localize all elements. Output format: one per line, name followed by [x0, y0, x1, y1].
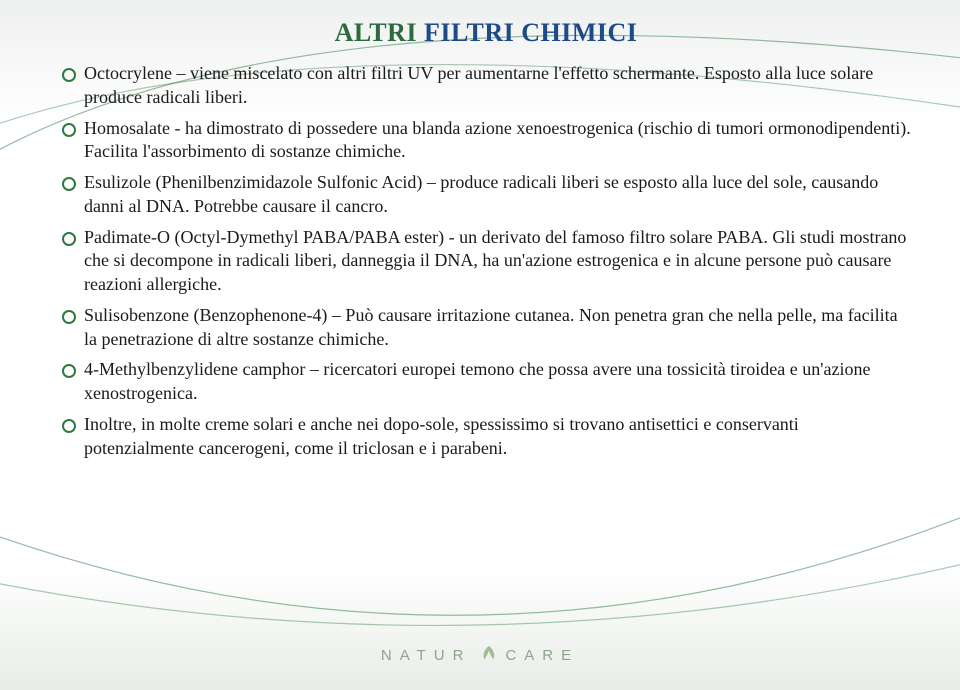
- list-item-text: 4-Methylbenzylidene camphor – ricercator…: [84, 359, 870, 403]
- list-item-text: Octocrylene – viene miscelato con altri …: [84, 63, 873, 107]
- list-item: Octocrylene – viene miscelato con altri …: [60, 62, 912, 110]
- list-item: Esulizole (Phenilbenzimidazole Sulfonic …: [60, 171, 912, 219]
- footer-logo: NATUR CARE: [381, 644, 579, 666]
- list-item: Sulisobenzone (Benzophenone-4) – Può cau…: [60, 304, 912, 352]
- footer-text-right: CARE: [505, 647, 579, 664]
- list-item: 4-Methylbenzylidene camphor – ricercator…: [60, 358, 912, 406]
- leaf-icon: [477, 644, 499, 666]
- title-word-altri: ALTRI: [335, 18, 417, 47]
- list-item: Padimate-O (Octyl-Dymethyl PABA/PABA est…: [60, 226, 912, 297]
- title-word-filtri-chimici: FILTRI CHIMICI: [424, 18, 637, 47]
- list-item: Inoltre, in molte creme solari e anche n…: [60, 413, 912, 461]
- slide-container: ALTRI FILTRI CHIMICI Octocrylene – viene…: [0, 0, 960, 690]
- list-item: Homosalate - ha dimostrato di possedere …: [60, 117, 912, 165]
- list-item-text: Esulizole (Phenilbenzimidazole Sulfonic …: [84, 172, 878, 216]
- list-item-text: Homosalate - ha dimostrato di possedere …: [84, 118, 911, 162]
- list-item-text: Padimate-O (Octyl-Dymethyl PABA/PABA est…: [84, 227, 906, 295]
- slide-title: ALTRI FILTRI CHIMICI: [60, 18, 912, 48]
- bullet-list: Octocrylene – viene miscelato con altri …: [60, 62, 912, 460]
- list-item-text: Sulisobenzone (Benzophenone-4) – Può cau…: [84, 305, 898, 349]
- footer-text-left: NATUR: [381, 647, 472, 664]
- list-item-text: Inoltre, in molte creme solari e anche n…: [84, 414, 799, 458]
